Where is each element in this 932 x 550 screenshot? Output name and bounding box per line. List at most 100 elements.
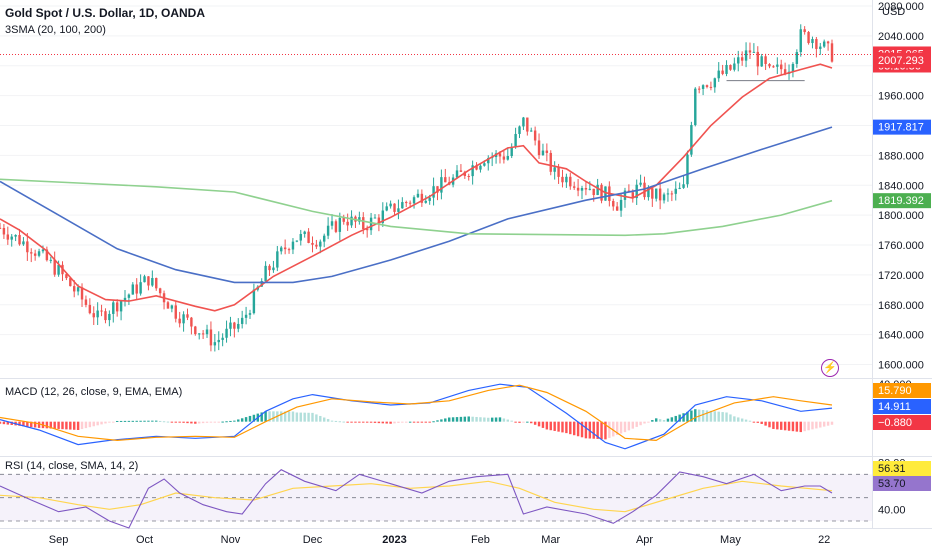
candle-body [615, 206, 619, 211]
candle-body [811, 39, 814, 44]
sma-legend[interactable]: 3SMA (20, 100, 200) [5, 24, 106, 36]
rsi-badge [873, 461, 931, 476]
symbol-title[interactable]: Gold Spot / U.S. Dollar, 1D, OANDA [5, 6, 206, 20]
macd-hist-bar [635, 421, 638, 427]
candle-body [338, 217, 342, 232]
candle-body [432, 186, 435, 198]
candle-body [6, 234, 10, 240]
price-badge [873, 193, 931, 209]
macd-hist-bar [467, 416, 470, 422]
macd-hist-bar [155, 420, 158, 422]
macd-hist-bar [287, 411, 291, 422]
price-tick-label: 1680.000 [878, 300, 924, 312]
candle-body [194, 326, 197, 335]
macd-hist-bar [6, 421, 10, 425]
time-tick-label: Apr [636, 534, 653, 546]
candle-body [807, 32, 810, 44]
macd-hist-bar [115, 420, 119, 422]
candle-body [303, 231, 306, 235]
candle-body [639, 182, 642, 185]
macd-hist-bar [194, 421, 197, 424]
time-tick-label: 22 [818, 534, 830, 546]
macd-hist-bar [248, 415, 252, 422]
candle-body [526, 117, 529, 132]
candle-body [287, 249, 291, 251]
macd-hist-bar [84, 421, 88, 429]
macd-hist-bar [807, 421, 810, 431]
macd-hist-bar [104, 421, 107, 424]
candle-body [506, 156, 510, 160]
candle-body [14, 234, 17, 237]
macd-hist-bar [514, 421, 517, 423]
macd-hist-bar [690, 410, 693, 422]
macd-hist-bar [217, 421, 220, 423]
price-badge [873, 52, 931, 68]
time-tick-label: Oct [136, 534, 153, 546]
time-tick-label: May [720, 534, 741, 546]
rsi-line [0, 469, 833, 529]
macd-hist-bar [428, 421, 431, 423]
macd-hist-bar [799, 421, 802, 433]
candle-body [826, 41, 830, 44]
rsi-legend[interactable]: RSI (14, close, SMA, 14, 2) [5, 460, 139, 472]
candle-body [322, 235, 326, 242]
price-tick-label: 2080.000 [878, 1, 924, 13]
macd-hist-bar [522, 421, 525, 423]
candle-body [522, 117, 525, 127]
candle-body [76, 287, 80, 292]
candle-body [670, 193, 674, 195]
macd-hist-bar [389, 421, 392, 424]
macd-hist-bar [80, 421, 84, 430]
macd-hist-bar [764, 421, 767, 426]
sma-line [0, 63, 833, 312]
macd-hist-bar [330, 420, 334, 422]
candle-body [686, 154, 689, 185]
macd-hist-bar [190, 421, 193, 424]
candle-body [690, 125, 693, 155]
price-tick-label: 1720.000 [878, 270, 924, 282]
macd-hist-bar [213, 421, 217, 423]
alert-bolt-icon[interactable]: ⚡ [821, 359, 839, 377]
macd-hist-bar [237, 419, 240, 422]
macd-hist-bar [569, 421, 572, 435]
macd-hist-bar [506, 419, 510, 422]
candle-body [201, 333, 205, 335]
candle-body [272, 267, 275, 271]
macd-hist-bar [713, 411, 717, 422]
macd-hist-bar [705, 410, 709, 422]
candle-body [666, 193, 670, 195]
macd-hist-bar [342, 421, 345, 423]
macd-hist-bar [244, 417, 248, 422]
candle-body [307, 231, 310, 243]
macd-hist-bar [358, 421, 361, 423]
candle-body [479, 165, 482, 170]
candle-body [600, 184, 603, 201]
macd-hist-bar [178, 421, 181, 423]
macd-hist-bar [405, 421, 408, 423]
candle-body [119, 301, 123, 312]
candle-body [88, 304, 92, 314]
macd-badge [873, 399, 931, 414]
macd-hist-bar [744, 419, 748, 422]
macd-hist-bar [647, 421, 650, 423]
candle-body [799, 29, 802, 53]
candle-body [658, 188, 662, 201]
candle-body [416, 193, 420, 198]
candle-body [73, 286, 76, 292]
macd-legend[interactable]: MACD (12, 26, close, 9, EMA, EMA) [5, 386, 183, 398]
candle-body [647, 188, 650, 198]
macd-hist-bar [658, 419, 662, 422]
macd-hist-bar [424, 421, 427, 423]
candle-body [100, 310, 103, 312]
macd-hist-bar [776, 421, 779, 430]
candle-body [182, 314, 185, 324]
rsi-badge-label: 56.31 [878, 463, 906, 475]
currency-label: USD [882, 6, 906, 18]
candle-body [115, 302, 119, 312]
candle-body [436, 186, 439, 193]
candle-body [30, 252, 33, 254]
macd-hist-bar [96, 421, 99, 426]
macd-badge-label: 14.911 [878, 401, 911, 413]
candle-body [240, 317, 244, 324]
